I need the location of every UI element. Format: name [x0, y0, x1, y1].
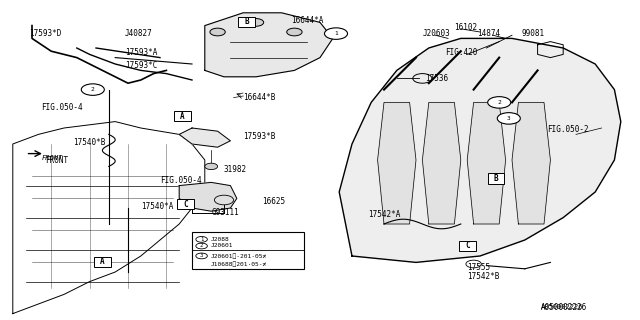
FancyBboxPatch shape [238, 17, 255, 27]
Circle shape [196, 253, 207, 259]
Text: 3: 3 [200, 253, 204, 259]
Text: 1: 1 [334, 31, 338, 36]
Text: A050002226: A050002226 [541, 304, 583, 310]
Text: 17540*A: 17540*A [141, 202, 173, 211]
Text: 31982: 31982 [224, 165, 247, 174]
Text: 2: 2 [200, 244, 204, 249]
Polygon shape [378, 102, 416, 224]
Polygon shape [422, 102, 461, 224]
Text: 17536: 17536 [426, 74, 449, 83]
Circle shape [248, 19, 264, 26]
Text: FIG.050-4: FIG.050-4 [42, 103, 83, 112]
Text: J20603: J20603 [422, 29, 450, 38]
Circle shape [210, 28, 225, 36]
Circle shape [497, 113, 520, 124]
Text: B: B [493, 174, 499, 183]
Text: FRONT: FRONT [45, 156, 68, 164]
Text: J40827: J40827 [125, 29, 152, 38]
Text: 2: 2 [91, 87, 95, 92]
Text: 17540*B: 17540*B [74, 138, 106, 147]
FancyBboxPatch shape [459, 241, 476, 251]
Text: B: B [244, 17, 249, 26]
Bar [192, 232, 304, 269]
Text: A: A [180, 112, 185, 121]
Text: FIG.420: FIG.420 [445, 48, 477, 57]
Polygon shape [179, 182, 237, 211]
Text: 2: 2 [497, 100, 501, 105]
Text: J20601: J20601 [211, 244, 233, 249]
Text: 17593*A: 17593*A [125, 48, 157, 57]
Text: 16644*B: 16644*B [243, 93, 276, 102]
Text: FRONT: FRONT [42, 156, 63, 161]
Polygon shape [179, 128, 230, 147]
FancyBboxPatch shape [174, 111, 191, 121]
Text: 1: 1 [200, 237, 204, 242]
Text: A: A [100, 257, 105, 266]
Polygon shape [339, 38, 621, 262]
Text: C: C [465, 241, 470, 250]
Text: 16102: 16102 [454, 23, 477, 32]
Text: 17593*B: 17593*B [243, 132, 276, 140]
Text: J20601≬-201·05≭: J20601≬-201·05≭ [211, 253, 267, 259]
Circle shape [196, 243, 207, 249]
Text: G93111: G93111 [211, 208, 239, 217]
Circle shape [287, 28, 302, 36]
Circle shape [196, 236, 207, 242]
Text: 3: 3 [507, 116, 511, 121]
Text: C: C [183, 200, 188, 209]
Circle shape [324, 28, 348, 39]
Text: 17542*B: 17542*B [467, 272, 500, 281]
FancyBboxPatch shape [94, 257, 111, 267]
Circle shape [205, 163, 218, 170]
Text: 17593*D: 17593*D [29, 29, 61, 38]
Circle shape [488, 97, 511, 108]
Text: J10688≬201·05-≭: J10688≬201·05-≭ [211, 261, 267, 267]
Text: 16625: 16625 [262, 197, 285, 206]
Text: 17593*C: 17593*C [125, 61, 157, 70]
Text: 14874: 14874 [477, 29, 500, 38]
FancyBboxPatch shape [177, 199, 194, 209]
Polygon shape [512, 102, 550, 224]
Text: 16644*A: 16644*A [291, 16, 324, 25]
Polygon shape [467, 102, 506, 224]
Circle shape [81, 84, 104, 95]
Text: 17542*A: 17542*A [368, 210, 401, 219]
FancyBboxPatch shape [488, 173, 504, 184]
Text: 17555: 17555 [467, 263, 490, 272]
Text: 99081: 99081 [522, 29, 545, 38]
Text: FIG.050-2: FIG.050-2 [547, 125, 589, 134]
Text: A050002226: A050002226 [541, 303, 587, 312]
Polygon shape [205, 13, 333, 77]
Text: J2088: J2088 [211, 237, 229, 242]
Text: FIG.050-4: FIG.050-4 [160, 176, 202, 185]
